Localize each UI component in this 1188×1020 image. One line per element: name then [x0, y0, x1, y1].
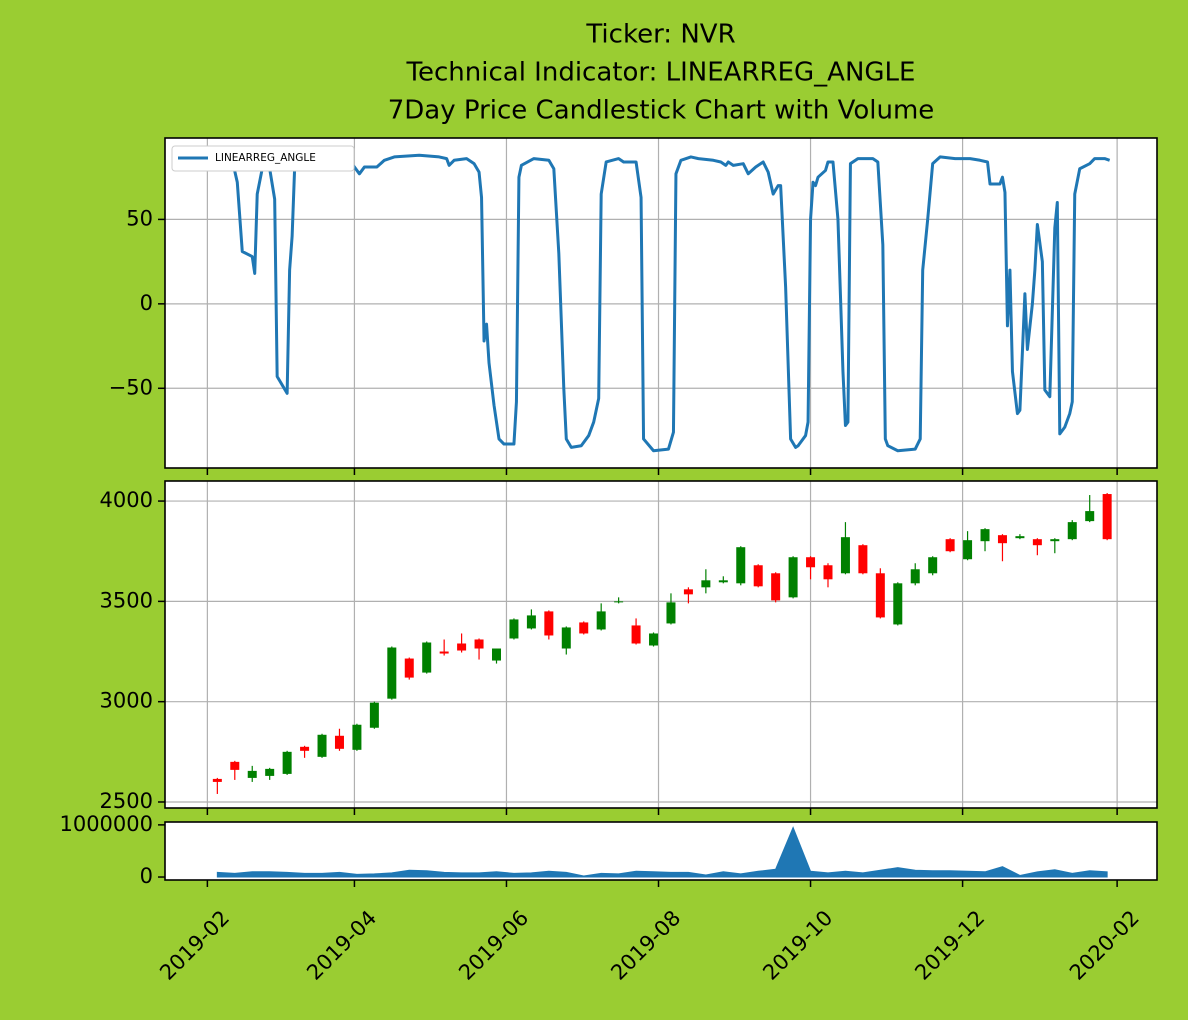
candle-body — [474, 639, 484, 649]
candle-body — [387, 647, 397, 699]
y-tick-label: 2500 — [100, 789, 153, 813]
candle-body — [718, 580, 728, 583]
legend-label: LINEARREG_ANGLE — [215, 152, 316, 164]
candle-body — [910, 569, 920, 584]
chart-title: Ticker: NVR — [585, 20, 735, 50]
candle-body — [858, 545, 868, 574]
candle-body — [840, 537, 850, 574]
candle-body — [928, 557, 938, 574]
candle-body — [334, 735, 344, 749]
candle-body — [963, 540, 973, 560]
candle-body — [683, 589, 693, 595]
plot-area — [165, 138, 1157, 468]
candle-body — [806, 557, 816, 568]
candle-body — [614, 601, 624, 603]
y-tick-label: 50 — [126, 206, 153, 230]
candle-body — [701, 580, 711, 588]
candle-body — [526, 615, 536, 629]
y-tick-label: 3500 — [100, 588, 153, 612]
legend-box — [171, 145, 355, 172]
candle-body — [1102, 494, 1112, 540]
panel: 2500 3000 3500 4000 — [100, 481, 1157, 815]
candle-body — [422, 642, 432, 673]
candle-body — [561, 627, 571, 649]
candle-body — [997, 535, 1007, 544]
candle-body — [439, 651, 449, 654]
candle-body — [544, 611, 554, 636]
candle-body — [404, 658, 414, 678]
plot-frame — [164, 821, 1158, 881]
panel: −50 0 50 — [109, 138, 1157, 475]
candle-body — [736, 547, 746, 584]
candle-body — [649, 633, 659, 646]
candle-body — [212, 778, 222, 782]
chart-title: 7Day Price Candlestick Chart with Volume — [388, 96, 935, 126]
candle-body — [823, 565, 833, 580]
chart-title: Technical Indicator: LINEARREG_ANGLE — [406, 58, 916, 88]
candle-body — [579, 622, 589, 634]
candle-body — [945, 539, 955, 552]
candle-body — [317, 734, 327, 757]
candle-body — [247, 770, 257, 778]
plot-frame — [164, 137, 1158, 469]
candle-body — [631, 625, 641, 644]
line-series — [174, 153, 1111, 453]
candle-body — [875, 573, 885, 618]
candle-body — [1050, 539, 1060, 542]
y-tick-label: −50 — [109, 375, 153, 399]
y-tick-label: 4000 — [100, 488, 153, 512]
candle-body — [369, 702, 379, 728]
candle-body — [596, 611, 606, 630]
volume-area — [216, 826, 1108, 878]
candle-body — [1085, 511, 1095, 522]
candle-body — [771, 573, 781, 601]
candle-body — [666, 602, 676, 624]
y-tick-label: 3000 — [100, 689, 153, 713]
candle-body — [282, 751, 292, 774]
candle-body — [300, 746, 310, 751]
candle-body — [980, 529, 990, 542]
candle-body — [265, 768, 275, 776]
plot-frame — [164, 480, 1158, 809]
candle-body — [1015, 536, 1025, 539]
candle-body — [230, 761, 240, 770]
y-tick-label: 1000000 — [59, 812, 153, 836]
candle-body — [1067, 522, 1077, 540]
candle-body — [491, 648, 501, 661]
candle-body — [788, 557, 798, 598]
candle-body — [1032, 539, 1042, 546]
candle-body — [893, 583, 903, 625]
candle-body — [753, 565, 763, 587]
candle-body — [457, 643, 467, 651]
candle-body — [509, 619, 519, 639]
plot-area — [165, 481, 1157, 808]
y-tick-label: 0 — [140, 864, 153, 888]
y-tick-label: 0 — [140, 291, 153, 315]
candle-body — [352, 724, 362, 750]
